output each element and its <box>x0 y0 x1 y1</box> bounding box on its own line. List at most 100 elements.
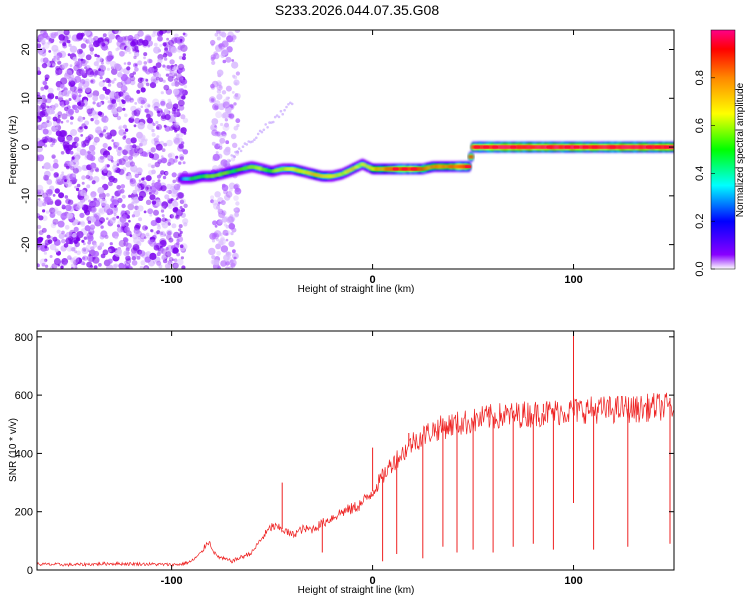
noise-point <box>173 231 180 239</box>
noise-point <box>81 181 85 185</box>
noise-point <box>114 96 118 100</box>
noise-point <box>129 161 135 167</box>
noise-point <box>223 216 229 221</box>
noise-point <box>225 85 232 92</box>
noise-point <box>178 137 183 142</box>
noise-point <box>102 129 106 133</box>
noise-point <box>220 122 224 127</box>
noise-point <box>113 213 117 217</box>
noise-point <box>37 200 44 207</box>
noise-point <box>223 254 230 262</box>
noise-point <box>218 85 222 89</box>
noise-point <box>219 218 224 223</box>
noise-point <box>264 123 268 126</box>
noise-point <box>279 109 283 113</box>
y-tick-label: 800 <box>15 332 33 344</box>
ridge-peak <box>664 145 670 149</box>
noise-point <box>107 146 112 151</box>
noise-point <box>97 186 105 194</box>
noise-point <box>52 222 57 226</box>
noise-point <box>44 245 48 249</box>
noise-point <box>222 112 229 119</box>
noise-point <box>123 131 127 135</box>
noise-point <box>287 103 290 106</box>
noise-point <box>112 264 117 269</box>
noise-point <box>141 180 147 187</box>
noise-point <box>162 175 167 180</box>
noise-point <box>224 194 231 201</box>
noise-point <box>173 158 178 163</box>
noise-point <box>118 168 125 175</box>
noise-point <box>102 86 107 92</box>
noise-point <box>117 146 122 151</box>
noise-point <box>94 53 98 58</box>
noise-point <box>119 50 125 57</box>
noise-point <box>71 156 75 160</box>
noise-point <box>62 90 70 97</box>
noise-point <box>125 173 132 180</box>
ridge-peak <box>645 145 652 149</box>
noise-point <box>174 33 179 39</box>
noise-point <box>119 42 127 51</box>
noise-point <box>148 188 152 192</box>
noise-point <box>89 224 96 230</box>
noise-point <box>219 210 223 214</box>
noise-point <box>127 203 135 211</box>
noise-point <box>45 120 52 127</box>
noise-point <box>105 96 109 100</box>
noise-point <box>216 30 221 34</box>
noise-point <box>94 119 100 125</box>
noise-point <box>114 30 122 35</box>
noise-point <box>121 222 126 228</box>
noise-point <box>149 213 153 217</box>
y-tick-label: 0 <box>20 144 32 150</box>
ridge-peak <box>591 145 598 149</box>
noise-point <box>231 227 237 233</box>
noise-point <box>78 94 82 98</box>
noise-point <box>60 120 64 124</box>
noise-point <box>176 258 184 266</box>
noise-point <box>121 203 126 209</box>
noise-point <box>226 46 233 53</box>
ridge-peak <box>474 145 481 149</box>
noise-point <box>153 42 158 47</box>
noise-point <box>42 47 45 50</box>
noise-point <box>98 68 101 72</box>
ridge-peak <box>410 167 417 171</box>
noise-point <box>162 42 167 47</box>
noise-point <box>65 204 72 212</box>
noise-point <box>76 250 81 256</box>
noise-point <box>142 65 148 71</box>
noise-point <box>152 153 160 161</box>
noise-point <box>68 43 72 47</box>
noise-point <box>99 94 106 100</box>
noise-point <box>71 247 76 252</box>
noise-point <box>53 172 59 178</box>
noise-point <box>91 180 96 185</box>
noise-point <box>182 32 186 36</box>
noise-point <box>132 244 140 251</box>
noise-point <box>235 207 239 211</box>
colorbar-tick-label: 0.8 <box>694 70 706 85</box>
noise-point <box>99 217 105 224</box>
noise-point <box>226 216 234 224</box>
noise-point <box>124 113 128 118</box>
noise-point <box>124 77 132 85</box>
noise-point <box>166 183 172 190</box>
noise-point <box>109 242 113 246</box>
noise-point <box>74 185 78 189</box>
noise-point <box>43 251 48 255</box>
noise-point <box>49 200 54 205</box>
noise-point <box>88 199 92 203</box>
noise-point <box>182 53 186 57</box>
noise-point <box>50 143 54 148</box>
noise-point <box>178 161 182 165</box>
noise-point <box>234 212 239 217</box>
noise-point <box>216 250 222 256</box>
noise-point <box>162 64 166 68</box>
noise-point <box>183 84 188 89</box>
noise-point <box>221 216 228 223</box>
noise-point <box>80 59 86 64</box>
noise-point <box>136 167 143 174</box>
noise-point <box>216 89 222 94</box>
